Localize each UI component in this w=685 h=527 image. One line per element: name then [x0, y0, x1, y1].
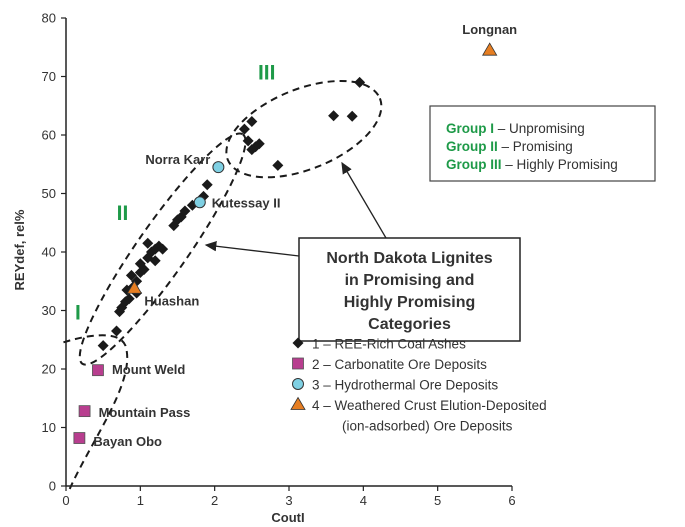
y-tick-label: 80: [42, 11, 56, 26]
group-box-group-name: Group III: [446, 157, 502, 172]
legend: 1 – REE-Rich Coal Ashes 2 – Carbonatite O…: [290, 337, 547, 434]
legend-label: (ion-adsorbed) Ore Deposits: [342, 419, 513, 434]
coal-ash-point: [123, 293, 135, 305]
group-box-frame: [429, 105, 656, 182]
group-box-description: – Highly Promising: [502, 157, 618, 172]
callout-arrow-group-iii: [341, 161, 387, 239]
group-box-description: – Unpromising: [494, 121, 585, 136]
coal-ash-point: [328, 110, 340, 122]
coal-ash-point: [111, 325, 123, 337]
x-tick-label: 6: [508, 493, 515, 508]
legend-marker: [290, 396, 306, 410]
legend-label: 2 – Carbonatite Ore Deposits: [312, 357, 487, 372]
coal-ash-point: [149, 255, 161, 267]
callout-box: North Dakota Lignites in Promising and Hig…: [204, 161, 521, 342]
coal-ash-point: [157, 243, 169, 255]
point-label: Longnan: [462, 22, 517, 37]
coal-ash-point: [354, 76, 366, 88]
legend-label: 3 – Hydrothermal Ore Deposits: [312, 378, 498, 393]
group-legend-box: Group I – Unpromising Group II – Promisin…: [429, 105, 656, 182]
callout-arrow-group-ii: [204, 241, 300, 257]
callout-text: Highly Promising: [344, 294, 476, 311]
x-tick-label: 3: [285, 493, 292, 508]
group-box-line: Group II – Promising: [446, 139, 573, 154]
coal-ash-point: [97, 340, 109, 352]
coal-ash-point: [121, 284, 133, 296]
coal-ash-point: [246, 144, 258, 156]
callout-text: in Promising and: [345, 272, 475, 289]
group-box-line: Group III – Highly Promising: [446, 157, 618, 172]
group-label: I: [75, 301, 81, 324]
point-label: Huashan: [144, 293, 199, 308]
ion-adsorbed-point: [482, 42, 498, 56]
y-tick-label: 40: [42, 245, 56, 260]
x-tick-label: 2: [211, 493, 218, 508]
x-axis-label: CoutI: [271, 510, 304, 525]
coal-ash-point: [142, 237, 154, 249]
carbonatite-point: [73, 432, 86, 444]
y-axis-label: REYdef, rel%: [12, 209, 27, 290]
point-label: Kutessay II: [212, 195, 281, 210]
x-tick-label: 4: [360, 493, 367, 508]
x-tick-label: 1: [137, 493, 144, 508]
x-tick-label: 5: [434, 493, 441, 508]
legend-marker: [292, 357, 304, 370]
point-labels: Longnan Norra Karr Kutessay II Huashan Mount…: [93, 22, 517, 449]
coal-ash-point: [272, 159, 284, 171]
coal-ash-point: [346, 110, 358, 122]
coal-ash-point: [253, 138, 265, 150]
callout-text: North Dakota Lignites: [326, 250, 492, 267]
point-label: Mountain Pass: [99, 405, 191, 420]
coal-ash-point: [238, 123, 250, 135]
group-box-line: Group I – Unpromising: [446, 121, 585, 136]
group-ii-outline: [78, 132, 247, 366]
legend-label: 4 – Weathered Crust Elution-Deposited: [312, 398, 547, 413]
coal-ash-point: [242, 135, 254, 147]
coal-ash-point: [246, 116, 258, 128]
group-box-group-name: Group II: [446, 139, 498, 154]
point-label: Mount Weld: [112, 362, 185, 377]
hydrothermal-point: [193, 196, 206, 209]
group-iii-outline: [225, 79, 383, 179]
y-tick-label: 0: [49, 479, 56, 494]
group-outlines: [61, 79, 383, 490]
group-box-description: – Promising: [498, 139, 573, 154]
point-label: Bayan Obo: [93, 434, 162, 449]
coal-ash-point: [179, 205, 191, 217]
coal-ash-point: [134, 258, 146, 270]
legend-label: 1 – REE-Rich Coal Ashes: [312, 337, 466, 352]
y-tick-label: 20: [42, 362, 56, 377]
ion-adsorbed-point: [126, 280, 143, 294]
y-tick-label: 30: [42, 303, 56, 318]
y-tick-label: 50: [42, 186, 56, 201]
coal-ash-point: [201, 179, 213, 191]
group-i-outline: [61, 334, 129, 490]
y-tick-label: 60: [42, 128, 56, 143]
data-points: [73, 42, 498, 444]
callout-text: Categories: [368, 316, 451, 333]
legend-marker: [292, 378, 304, 390]
coal-ash-point: [125, 269, 137, 281]
group-label: II: [117, 202, 129, 225]
y-tick-label: 10: [42, 420, 56, 435]
group-box-group-name: Group I: [446, 121, 494, 136]
group-label: III: [258, 61, 276, 84]
hydrothermal-point: [212, 161, 225, 174]
callout-frame: [298, 237, 521, 342]
legend-marker: [292, 337, 304, 349]
x-tick-label: 0: [62, 493, 69, 508]
y-tick-label: 70: [42, 69, 56, 84]
carbonatite-point: [78, 405, 91, 418]
point-label: Norra Karr: [145, 152, 210, 167]
carbonatite-point: [92, 364, 104, 377]
